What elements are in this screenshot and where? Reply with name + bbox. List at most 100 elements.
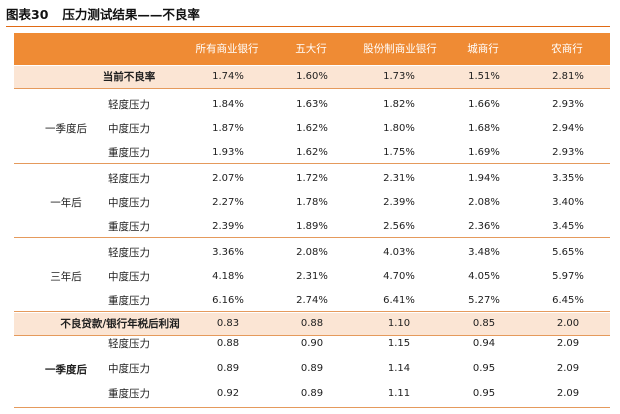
column-header: 所有商业银行 [195, 42, 259, 55]
table-cell: 1.93% [212, 147, 244, 158]
table-cell: 2.93% [552, 147, 584, 158]
table-cell: 6.16% [212, 295, 244, 306]
table-cell: 0.92 [216, 388, 240, 399]
column-header: 五大行 [295, 42, 327, 55]
table-cell: 2.36% [468, 221, 500, 232]
row-label: 重度压力 [108, 221, 150, 233]
table-cell: 1.89% [296, 221, 328, 232]
row-label: 轻度压力 [108, 99, 150, 111]
table-cell: 6.45% [552, 295, 584, 306]
table-cell: 2.09 [556, 363, 580, 374]
table-cell: 0.83 [216, 318, 240, 329]
column-header: 城商行 [467, 42, 499, 55]
table-cell: 3.35% [552, 173, 584, 184]
table-cell: 1.62% [296, 123, 328, 134]
table-cell: 1.51% [468, 71, 500, 82]
table-cell: 2.08% [468, 197, 500, 208]
table-cell: 2.09 [556, 338, 580, 349]
row-separator [14, 335, 610, 336]
table-cell: 0.89 [300, 388, 324, 399]
table-cell: 0.85 [472, 318, 496, 329]
group-label: 一季度后 [45, 123, 87, 135]
table-cell: 2.74% [296, 295, 328, 306]
table-cell: 1.14 [387, 363, 411, 374]
table-cell: 1.75% [383, 147, 415, 158]
table-cell: 4.03% [383, 247, 415, 258]
group-label: 一年后 [50, 197, 82, 209]
row-label: 当前不良率 [102, 71, 156, 83]
table-cell: 1.72% [296, 173, 328, 184]
table-cell: 0.95 [472, 363, 496, 374]
table-cell: 1.62% [296, 147, 328, 158]
table-cell: 1.87% [212, 123, 244, 134]
column-header: 农商行 [551, 42, 583, 55]
table-cell: 1.82% [383, 99, 415, 110]
group-label: 一季度后 [45, 364, 87, 376]
figure-title-text: 压力测试结果——不良率 [62, 7, 200, 22]
table-cell: 4.18% [212, 271, 244, 282]
table-cell: 1.73% [383, 71, 415, 82]
table-cell: 0.94 [472, 338, 496, 349]
figure-label: 图表30 [6, 7, 49, 22]
row-separator [14, 407, 610, 408]
table-cell: 1.78% [296, 197, 328, 208]
row-label: 中度压力 [108, 123, 150, 135]
current-row-band [14, 66, 610, 88]
table-cell: 2.27% [212, 197, 244, 208]
table-cell: 2.31% [296, 271, 328, 282]
row-label: 中度压力 [108, 271, 150, 283]
row-label: 轻度压力 [108, 173, 150, 185]
table-cell: 2.94% [552, 123, 584, 134]
table-cell: 0.89 [216, 363, 240, 374]
ratio-row-band [14, 313, 610, 335]
table-cell: 0.95 [472, 388, 496, 399]
table-cell: 2.39% [212, 221, 244, 232]
table-cell: 6.41% [383, 295, 415, 306]
table-cell: 2.31% [383, 173, 415, 184]
table-cell: 1.69% [468, 147, 500, 158]
row-label: 重度压力 [108, 295, 150, 307]
row-separator [14, 163, 610, 164]
table-cell: 5.97% [552, 271, 584, 282]
table-cell: 0.89 [300, 363, 324, 374]
table-header: 所有商业银行 五大行 股份制商业银行 城商行 农商行 [14, 33, 610, 65]
table-cell: 3.48% [468, 247, 500, 258]
table-cell: 1.63% [296, 99, 328, 110]
table-cell: 2.08% [296, 247, 328, 258]
table-cell: 2.93% [552, 99, 584, 110]
table-cell: 1.74% [212, 71, 244, 82]
row-label: 中度压力 [108, 197, 150, 209]
group-label: 三年后 [50, 271, 82, 283]
row-label: 轻度压力 [108, 338, 150, 350]
title-rule [6, 26, 610, 27]
column-header: 股份制商业银行 [363, 42, 437, 55]
table-cell: 0.88 [216, 338, 240, 349]
table-cell: 2.81% [552, 71, 584, 82]
table-cell: 0.88 [300, 318, 324, 329]
table-cell: 3.36% [212, 247, 244, 258]
table-cell: 0.90 [300, 338, 324, 349]
table-cell: 2.56% [383, 221, 415, 232]
table-cell: 4.05% [468, 271, 500, 282]
table-cell: 2.09 [556, 388, 580, 399]
table-cell: 1.80% [383, 123, 415, 134]
table-cell: 1.66% [468, 99, 500, 110]
table-cell: 2.07% [212, 173, 244, 184]
figure-title: 图表30 压力测试结果——不良率 [6, 4, 200, 26]
table-cell: 3.40% [552, 197, 584, 208]
row-label: 轻度压力 [108, 247, 150, 259]
table-cell: 1.84% [212, 99, 244, 110]
table-cell: 2.00 [556, 318, 580, 329]
table-cell: 1.94% [468, 173, 500, 184]
row-label: 中度压力 [108, 363, 150, 375]
table-cell: 4.70% [383, 271, 415, 282]
table-cell: 5.27% [468, 295, 500, 306]
table-cell: 2.39% [383, 197, 415, 208]
table-cell: 5.65% [552, 247, 584, 258]
table-cell: 1.10 [387, 318, 411, 329]
row-separator [14, 237, 610, 238]
table-cell: 1.11 [387, 388, 411, 399]
table-cell: 1.68% [468, 123, 500, 134]
table-cell: 1.15 [387, 338, 411, 349]
table-cell: 1.60% [296, 71, 328, 82]
